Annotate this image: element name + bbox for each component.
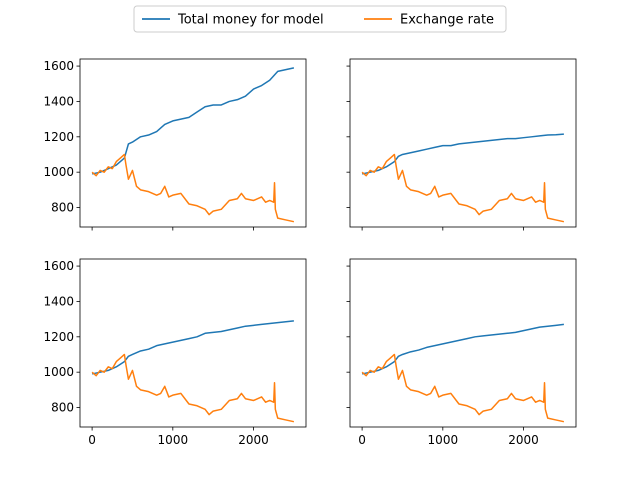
- series-line-exchange-rate: [91, 153, 295, 223]
- series-line-exchange-rate: [91, 353, 295, 423]
- subplot-top-left: 800 1000 1200 1400 1600: [43, 58, 307, 231]
- y-tick-label: 1400: [43, 94, 74, 108]
- x-tick-label: 0: [88, 433, 96, 447]
- series-line-total-money-for-model: [91, 320, 294, 375]
- x-tick-label: 2000: [238, 433, 269, 447]
- series-line-total-money-for-model: [91, 67, 295, 175]
- x-tick-label: 0: [358, 433, 366, 447]
- series-line-total-money-for-model: [361, 323, 564, 375]
- y-tick-label: 1600: [43, 259, 74, 273]
- x-tick-label: 1000: [158, 433, 189, 447]
- axes-frame: [349, 258, 577, 428]
- x-tick-label: 2000: [508, 433, 539, 447]
- legend: Total money for model Exchange rate: [133, 5, 507, 33]
- axes-frame: [79, 58, 307, 228]
- subplot-bottom-right: 0 1000 2000: [346, 258, 577, 447]
- series-line-exchange-rate: [361, 353, 565, 423]
- legend-box: [133, 5, 507, 33]
- axes-frame: [349, 58, 577, 228]
- y-tick-label: 1000: [43, 365, 74, 379]
- y-tick-label: 800: [51, 201, 74, 215]
- axes-frame: [79, 258, 307, 428]
- subplot-top-right: [346, 58, 577, 231]
- legend-label: Exchange rate: [400, 13, 494, 28]
- y-tick-label: 1400: [43, 294, 74, 308]
- legend-label: Total money for model: [177, 13, 324, 28]
- y-tick-label: 1200: [43, 130, 74, 144]
- x-tick-label: 1000: [428, 433, 459, 447]
- y-tick-label: 1000: [43, 165, 74, 179]
- series-line-total-money-for-model: [361, 133, 564, 175]
- y-tick-label: 800: [51, 401, 74, 415]
- y-tick-label: 1200: [43, 330, 74, 344]
- y-tick-label: 1600: [43, 59, 74, 73]
- subplot-bottom-left: 800 1000 1200 1400 1600 0 1000 2000: [43, 258, 307, 447]
- series-line-exchange-rate: [361, 153, 565, 223]
- subplot-grid: 800 1000 1200 1400 1600 800 1000 1200 1400 1600 0 1…: [43, 58, 577, 447]
